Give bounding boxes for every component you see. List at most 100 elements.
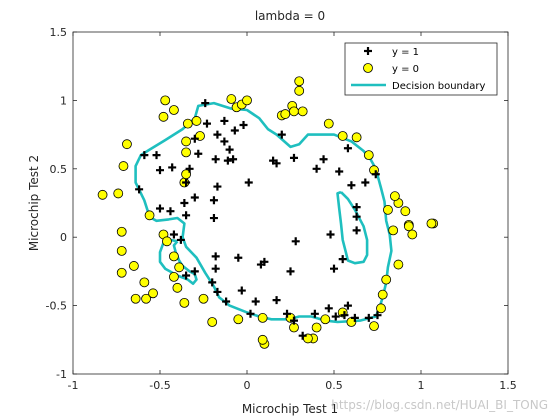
point-y1 <box>211 264 220 273</box>
point-y0 <box>160 95 171 106</box>
point-y1 <box>176 235 185 244</box>
point-y1 <box>182 271 191 280</box>
point-y1 <box>230 126 239 135</box>
point-y0 <box>162 236 172 247</box>
point-y1 <box>319 155 328 164</box>
point-y1 <box>209 196 218 205</box>
positive-points <box>135 99 382 340</box>
point-y1 <box>371 170 380 179</box>
x-tick-label: 0.5 <box>325 379 343 392</box>
point-y1 <box>234 253 243 262</box>
x-tick-label: 0 <box>244 379 251 392</box>
point-y0 <box>257 334 268 345</box>
point-y0 <box>139 277 150 288</box>
point-y1 <box>289 153 298 162</box>
point-y0 <box>294 76 305 87</box>
point-y0 <box>172 282 183 293</box>
point-y1 <box>251 297 260 306</box>
point-y1 <box>331 312 340 321</box>
point-y0 <box>403 221 414 232</box>
point-y0 <box>383 204 393 215</box>
point-y0 <box>381 274 392 285</box>
point-y1 <box>361 178 370 187</box>
point-y1 <box>211 252 220 261</box>
point-y0 <box>116 245 127 256</box>
point-y1 <box>277 130 286 139</box>
point-y1 <box>168 163 177 172</box>
point-y0 <box>207 317 218 327</box>
point-y0 <box>179 297 190 308</box>
y-axis-title: Microchip Test 2 <box>27 155 41 251</box>
point-y1 <box>135 185 144 194</box>
point-y1 <box>338 255 347 264</box>
point-y1 <box>156 166 164 175</box>
point-y0 <box>182 118 193 129</box>
point-y1 <box>330 264 338 273</box>
point-y1 <box>324 304 333 313</box>
point-y1 <box>237 286 246 295</box>
point-y0 <box>191 116 202 126</box>
point-y1 <box>213 287 222 296</box>
point-y1 <box>182 178 191 187</box>
point-y0 <box>407 229 418 240</box>
point-y1 <box>220 137 229 146</box>
y-tick-label: 1.5 <box>50 26 68 39</box>
x-axis-title: Microchip Test 1 <box>242 402 338 416</box>
point-y0 <box>297 106 308 117</box>
legend-label-boundary: Decision boundary <box>392 81 485 92</box>
point-y1 <box>225 145 234 154</box>
point-y0 <box>198 293 209 304</box>
point-y0 <box>280 109 291 119</box>
point-y1 <box>272 296 281 305</box>
point-y0 <box>181 147 192 158</box>
point-y1 <box>222 297 231 306</box>
point-y0 <box>363 150 374 161</box>
point-y0 <box>351 132 362 143</box>
y-tick-label: -0.5 <box>46 300 67 313</box>
point-y1 <box>152 151 161 160</box>
point-y0 <box>369 321 379 332</box>
point-y1 <box>272 159 281 168</box>
point-y1 <box>169 230 178 239</box>
point-y1 <box>312 164 321 173</box>
point-y1 <box>373 311 382 320</box>
point-y0 <box>113 188 124 199</box>
point-y0 <box>389 191 400 202</box>
point-y1 <box>283 309 292 318</box>
point-y0 <box>144 210 155 221</box>
point-y0 <box>226 94 237 104</box>
point-y1 <box>289 316 298 325</box>
legend-marker-negative <box>363 63 373 73</box>
point-y0 <box>130 293 141 304</box>
y-tick-label: -1 <box>56 368 67 381</box>
point-y1 <box>140 151 149 160</box>
point-y1 <box>246 309 255 318</box>
point-y0 <box>426 218 437 229</box>
point-y0 <box>174 262 185 273</box>
point-y0 <box>289 106 299 117</box>
point-y1 <box>201 99 210 108</box>
point-y1 <box>335 167 344 176</box>
point-y0 <box>323 118 334 129</box>
legend-label-negative: y = 0 <box>392 64 419 75</box>
point-y0 <box>158 111 169 122</box>
point-y1 <box>343 144 352 153</box>
point-y1 <box>182 211 191 220</box>
legend-label-positive: y = 1 <box>392 47 419 58</box>
point-y1 <box>180 199 189 207</box>
point-y1 <box>310 309 319 318</box>
point-y1 <box>156 204 164 213</box>
point-y0 <box>169 105 179 115</box>
point-y1 <box>209 214 218 223</box>
point-y1 <box>343 301 352 310</box>
point-y1 <box>190 193 199 202</box>
point-y1 <box>202 119 211 128</box>
y-tick-label: 0.5 <box>50 163 68 176</box>
chart-title: lambda = 0 <box>255 9 325 23</box>
point-y0 <box>118 161 129 171</box>
point-y1 <box>298 331 307 340</box>
point-y1 <box>352 226 361 235</box>
point-y1 <box>286 267 295 276</box>
x-tick-label: 1 <box>418 379 425 392</box>
point-y0 <box>128 261 139 271</box>
